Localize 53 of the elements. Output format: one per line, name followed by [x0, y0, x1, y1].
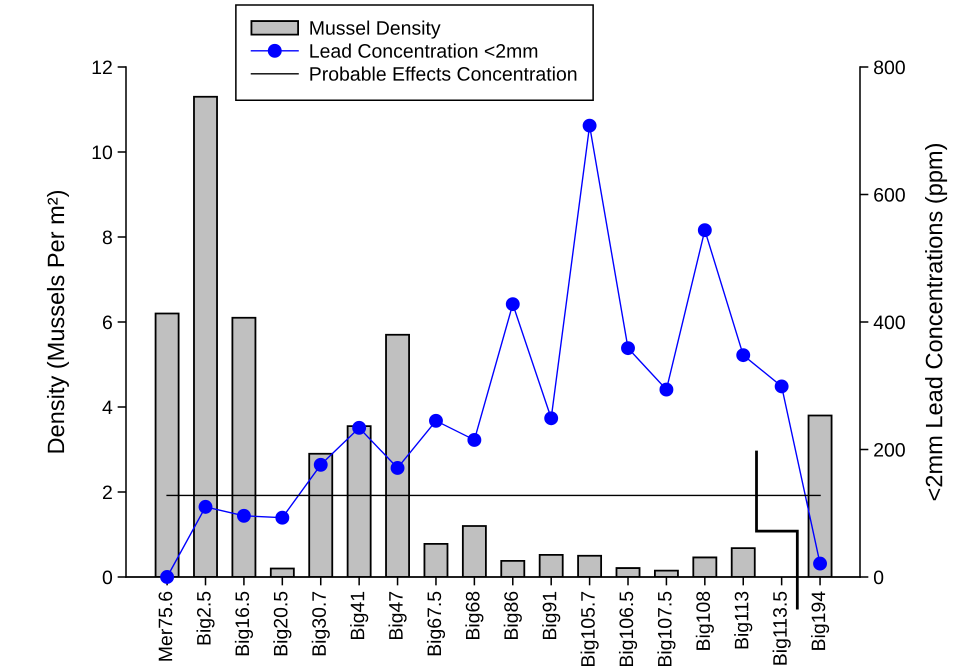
- x-tick-label: Big86: [504, 592, 522, 640]
- x-tick-label: Big108: [696, 592, 714, 650]
- x-tick-label: Big16.5: [234, 592, 253, 656]
- point: [582, 118, 597, 133]
- y-axis-title: Density (Mussels Per m²): [46, 190, 69, 453]
- x-tick-label: Big20.5: [273, 592, 292, 656]
- point: [236, 508, 251, 523]
- point: [352, 420, 366, 435]
- x-tick-label: Big41: [350, 592, 368, 640]
- x-tick-label: Big106.5: [618, 592, 638, 666]
- point: [429, 414, 443, 428]
- point: [314, 458, 328, 472]
- y2-axis-title: <2mm Lead Concentrations (ppm): [925, 144, 948, 500]
- point: [544, 411, 558, 426]
- point: [198, 500, 212, 514]
- x-tick-label: Mer75.6: [158, 592, 172, 661]
- x-tick-label: Big30.7: [312, 592, 330, 656]
- y2-tick-label: 0: [874, 570, 884, 584]
- y-tick-label: 4: [102, 400, 112, 414]
- point: [736, 348, 750, 362]
- y2-tick-label: 200: [874, 442, 905, 457]
- y2-tick-label: 400: [874, 315, 905, 330]
- x-tick-label: Big113.5: [772, 592, 791, 665]
- legend-label: Probable Effects Concentration: [310, 66, 576, 81]
- x-tick-label: Big68: [465, 592, 484, 640]
- x-tick-label: Big67.5: [426, 592, 446, 656]
- x-tick-label: Big47: [388, 592, 407, 640]
- point: [506, 297, 520, 312]
- point: [813, 556, 827, 571]
- y-tick-label: 10: [92, 145, 112, 160]
- y-tick-label: 6: [102, 315, 112, 330]
- x-tick-label: Big91: [542, 592, 560, 640]
- point: [698, 223, 712, 238]
- y-tick-label: 8: [102, 230, 112, 244]
- point: [390, 461, 404, 475]
- legend-label: Mussel Density: [310, 20, 441, 39]
- x-tick-label: Big105.7: [580, 592, 599, 666]
- point: [774, 379, 789, 394]
- y-tick-label: 12: [92, 60, 112, 74]
- x-tick-label: Big194: [810, 591, 830, 650]
- point: [659, 382, 674, 397]
- x-tick-label: Big2.5: [196, 592, 215, 644]
- x-tick-label: Big107.5: [657, 592, 676, 666]
- point: [275, 510, 290, 525]
- x-tick-label: Big113: [734, 592, 752, 648]
- point: [621, 341, 635, 356]
- y-tick-label: 2: [102, 485, 112, 500]
- y2-tick-label: 800: [874, 60, 905, 74]
- y-tick-label: 0: [102, 570, 112, 584]
- point: [160, 570, 174, 584]
- legend-label: Lead Concentration <2mm: [310, 44, 538, 58]
- point: [467, 432, 482, 447]
- y2-tick-label: 600: [874, 188, 905, 202]
